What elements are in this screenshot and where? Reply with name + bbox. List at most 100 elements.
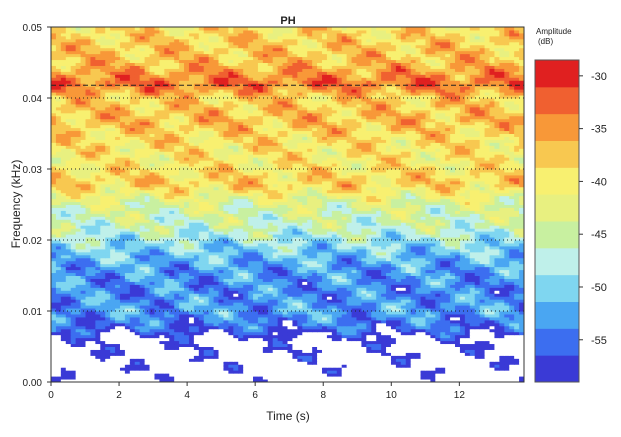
heatmap-cell [272, 340, 279, 345]
heatmap-cell [321, 240, 328, 244]
heatmap-cell [287, 248, 293, 253]
heatmap-cell [257, 311, 264, 315]
heatmap-cell [115, 340, 121, 345]
heatmap-cell [218, 376, 224, 380]
heatmap-cell [65, 225, 72, 229]
heatmap-cell [80, 352, 86, 356]
heatmap-cell [484, 245, 491, 250]
heatmap-cell [159, 370, 165, 374]
heatmap-cell [119, 331, 126, 336]
heatmap-cell [519, 343, 524, 347]
heatmap-cell [499, 281, 505, 285]
heatmap-cell [80, 319, 86, 324]
heatmap-cell [381, 284, 387, 288]
heatmap-cell [356, 281, 362, 285]
heatmap-cell [105, 278, 111, 282]
heatmap-cell [504, 313, 510, 318]
heatmap-cell [75, 325, 82, 330]
heatmap-cell [440, 337, 446, 342]
heatmap-cell [139, 260, 146, 265]
heatmap-cell [51, 319, 57, 324]
heatmap-cell [504, 257, 510, 262]
heatmap-cell [272, 364, 279, 368]
heatmap-cell [371, 331, 377, 336]
heatmap-cell [494, 242, 500, 247]
heatmap-cell [489, 242, 495, 247]
heatmap-cell [149, 257, 155, 262]
heatmap-cell [292, 242, 298, 247]
heatmap-cell [154, 346, 160, 350]
heatmap-cell [139, 237, 146, 241]
heatmap-cell [376, 349, 382, 353]
heatmap-cell [489, 281, 495, 285]
heatmap-cell [297, 296, 303, 300]
heatmap-cell [504, 328, 510, 333]
heatmap-cell [193, 334, 200, 339]
heatmap-cell [164, 242, 170, 247]
heatmap-cell [489, 308, 495, 312]
heatmap-cell [233, 349, 239, 353]
heatmap-cell [203, 281, 210, 285]
heatmap-cell [179, 284, 185, 288]
heatmap-cell [115, 260, 121, 265]
heatmap-cell [134, 367, 141, 371]
heatmap-cell [243, 263, 249, 268]
heatmap-cell [144, 313, 151, 318]
heatmap-cell [356, 352, 362, 356]
heatmap-cell [509, 308, 515, 312]
heatmap-cell [159, 355, 165, 359]
heatmap-cell [519, 325, 524, 330]
heatmap-cell [218, 251, 224, 256]
heatmap-cell [376, 379, 382, 382]
heatmap-cell [440, 322, 446, 327]
heatmap-cell [484, 260, 491, 265]
heatmap-cell [351, 316, 357, 321]
heatmap-cell [321, 355, 328, 359]
heatmap-cell [110, 352, 116, 356]
heatmap-cell [484, 305, 491, 309]
heatmap-cell [469, 349, 476, 353]
heatmap-cell [321, 322, 328, 327]
heatmap-cell [425, 328, 431, 333]
heatmap-cell [110, 293, 116, 297]
heatmap-cell [464, 281, 471, 285]
heatmap-cell [100, 340, 106, 345]
heatmap-cell [51, 231, 57, 235]
heatmap-cell [307, 272, 313, 276]
heatmap-cell [272, 237, 279, 241]
heatmap-cell [415, 228, 422, 232]
heatmap-cell [179, 340, 185, 345]
heatmap-cell [233, 334, 239, 339]
heatmap-cell [514, 290, 520, 294]
heatmap-cell [489, 358, 495, 362]
heatmap-cell [400, 308, 407, 312]
heatmap-cell [474, 340, 481, 345]
heatmap-cell [257, 358, 264, 362]
heatmap-cell [179, 305, 185, 309]
heatmap-cell [154, 284, 160, 288]
heatmap-cell [336, 245, 343, 250]
heatmap-cell [105, 281, 111, 285]
heatmap-cell [292, 281, 298, 285]
heatmap-cell [174, 322, 180, 327]
heatmap-cell [144, 269, 151, 274]
heatmap-cell [464, 242, 471, 247]
heatmap-cell [218, 293, 224, 297]
heatmap-cell [499, 376, 505, 380]
heatmap-cell [400, 305, 407, 309]
heatmap-cell [272, 379, 279, 382]
heatmap-cell [455, 254, 461, 259]
heatmap-cell [85, 284, 91, 288]
heatmap-cell [381, 331, 387, 336]
heatmap-cell [105, 355, 111, 359]
heatmap-cell [90, 361, 96, 365]
heatmap-cell [223, 313, 229, 318]
heatmap-cell [243, 373, 249, 377]
heatmap-cell [282, 275, 288, 279]
heatmap-cell [321, 349, 328, 353]
heatmap-cell [164, 316, 170, 321]
heatmap-cell [459, 257, 466, 262]
heatmap-cell [75, 248, 82, 253]
heatmap-cell [420, 263, 426, 268]
heatmap-cell [134, 370, 141, 374]
